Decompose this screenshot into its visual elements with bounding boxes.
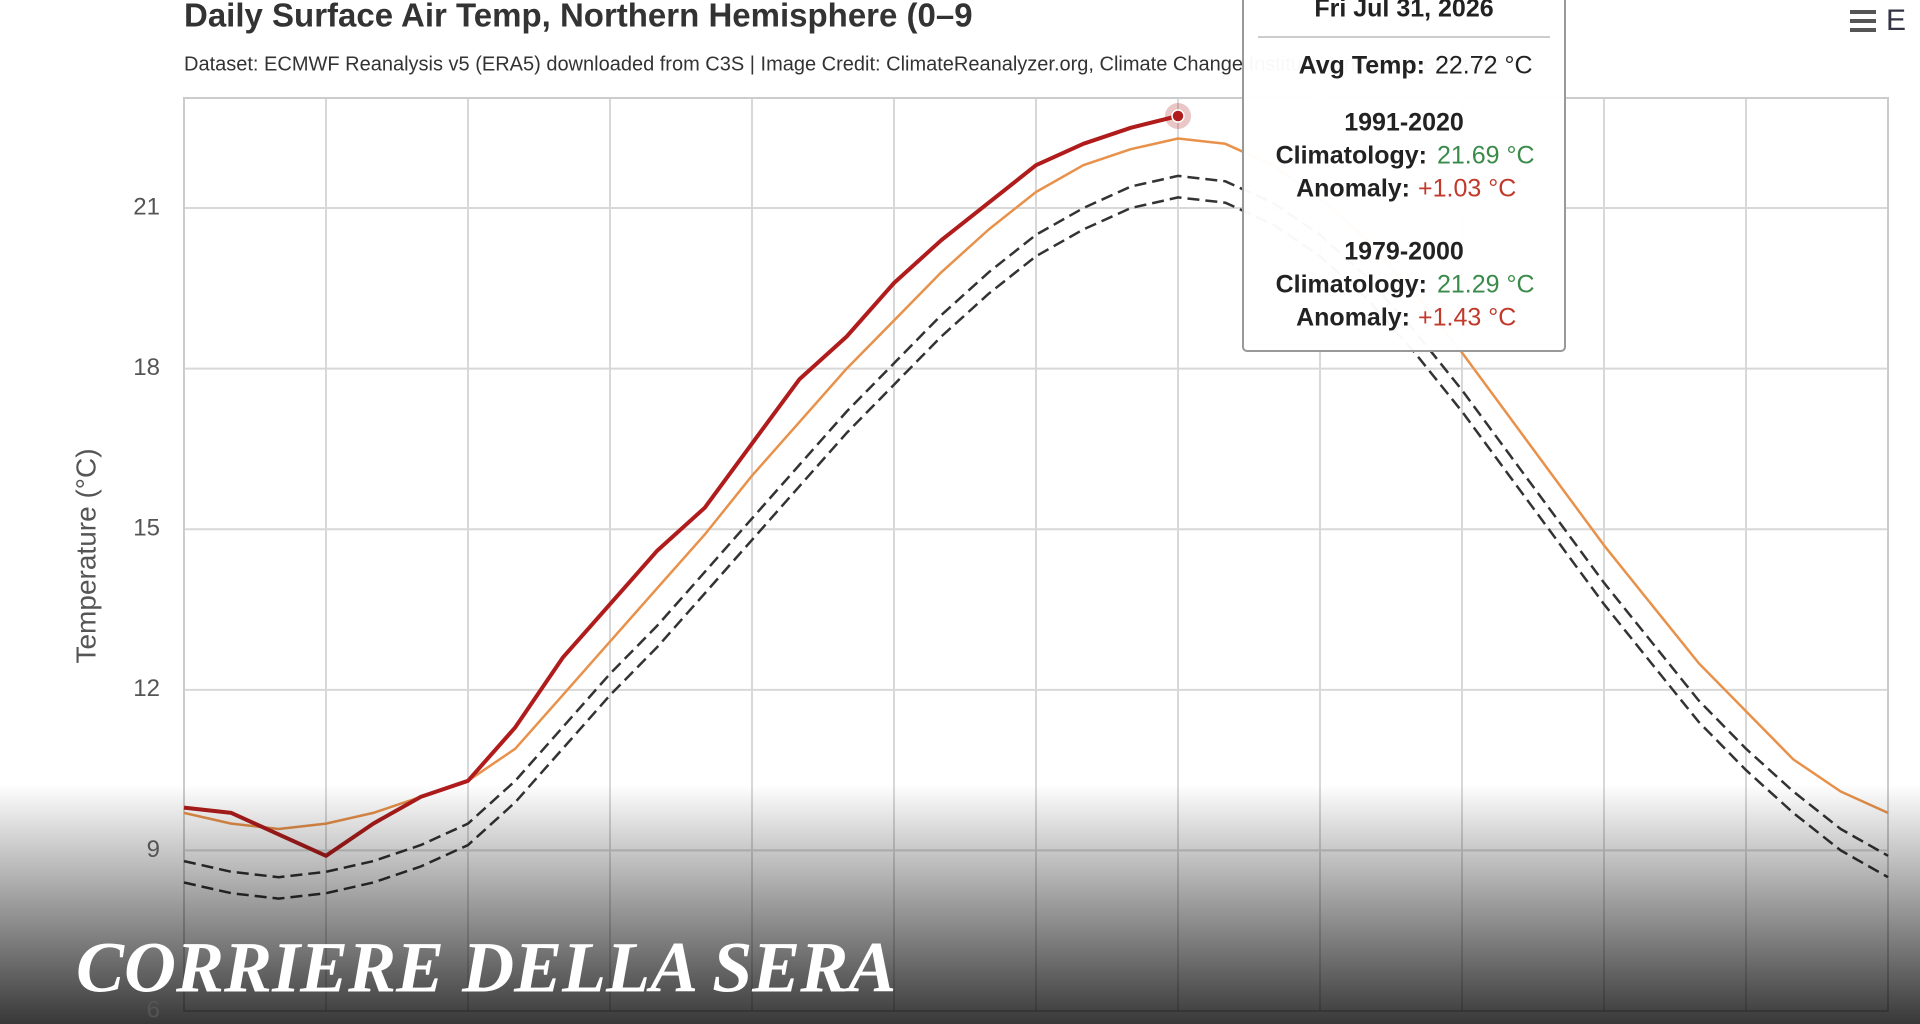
tooltip-value: +1.03 °C bbox=[1418, 175, 1516, 203]
y-tick-label: 12 bbox=[133, 675, 160, 702]
menu-icon bbox=[1850, 19, 1876, 23]
tooltip-value: +1.43 °C bbox=[1418, 304, 1516, 332]
tooltip-label: Climatology: bbox=[1276, 142, 1427, 170]
menu-label[interactable]: E bbox=[1886, 4, 1906, 37]
chart-subtitle: Dataset: ECMWF Reanalysis v5 (ERA5) down… bbox=[184, 53, 1500, 75]
y-tick-label: 9 bbox=[147, 836, 160, 863]
menu-button[interactable]: E bbox=[1850, 4, 1906, 37]
tooltip-period: 1979-2000 bbox=[1344, 238, 1464, 266]
y-tick-label: 21 bbox=[133, 193, 160, 220]
tooltip-period: 1991-2020 bbox=[1344, 109, 1464, 137]
tooltip-label: Avg Temp: bbox=[1299, 52, 1425, 80]
chart-title: Daily Surface Air Temp, Northern Hemisph… bbox=[184, 0, 973, 34]
highlight-point bbox=[1171, 109, 1185, 123]
series-line bbox=[183, 114, 1179, 858]
tooltip-label: Anomaly: bbox=[1296, 304, 1410, 332]
tooltip-date: Fri Jul 31, 2026 bbox=[1314, 0, 1493, 23]
y-tick-label: 6 bbox=[147, 996, 160, 1023]
y-axis-label: Temperature (°C) bbox=[70, 448, 101, 663]
menu-icon bbox=[1850, 10, 1876, 14]
tooltip-box bbox=[1242, 0, 1566, 352]
tooltip-value: 22.72 °C bbox=[1435, 52, 1533, 80]
tooltip-label: Climatology: bbox=[1276, 271, 1427, 299]
tooltip-label: Anomaly: bbox=[1296, 175, 1410, 203]
tooltip-value: 21.69 °C bbox=[1437, 142, 1535, 170]
y-tick-label: 18 bbox=[133, 354, 160, 381]
tooltip: Fri Jul 31, 2026 Avg Temp: 22.72 °C 1991… bbox=[1242, 0, 1566, 352]
menu-icon bbox=[1850, 28, 1876, 32]
y-tick-label: 15 bbox=[133, 515, 160, 542]
watermark: CORRIERE DELLA SERA bbox=[76, 928, 896, 1008]
tooltip-value: 21.29 °C bbox=[1437, 271, 1535, 299]
photo-overlay bbox=[0, 784, 1920, 1024]
